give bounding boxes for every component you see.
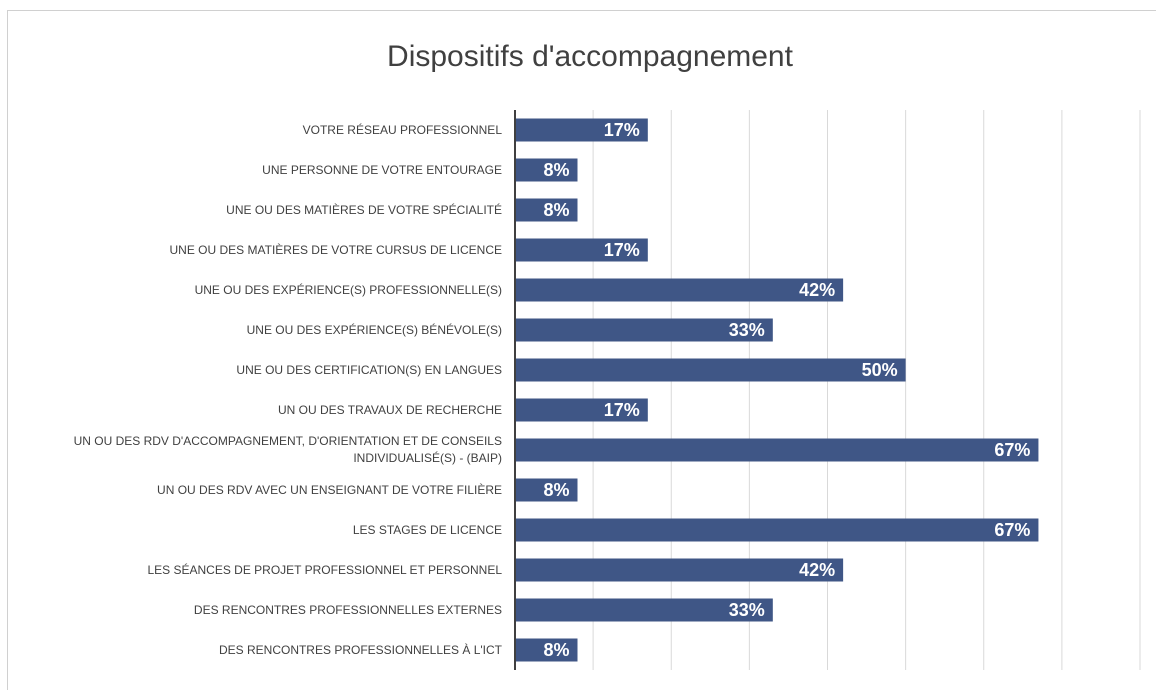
bar — [515, 358, 906, 382]
category-label: UNE PERSONNE DE VOTRE ENTOURAGE — [4, 150, 502, 190]
value-label: 17% — [604, 120, 640, 140]
category-text: UNE OU DES MATIÈRES DE VOTRE CURSUS DE L… — [169, 242, 503, 257]
bar — [515, 478, 578, 502]
value-label: 67% — [994, 520, 1030, 540]
category-text: LES SÉANCES DE PROJET PROFESSIONNEL ET P… — [147, 562, 502, 577]
bar — [515, 518, 1039, 542]
value-label: 17% — [604, 240, 640, 260]
category-text: VOTRE RÉSEAU PROFESSIONNEL — [302, 122, 502, 137]
category-label: UNE OU DES MATIÈRES DE VOTRE CURSUS DE L… — [4, 230, 503, 270]
bar — [515, 558, 844, 582]
category-text: UNE OU DES EXPÉRIENCE(S) PROFESSIONNELLE… — [194, 282, 502, 297]
category-text: DES RENCONTRES PROFESSIONNELLES À L'ICT — [218, 642, 502, 657]
category-label: UNE OU DES CERTIFICATION(S) EN LANGUES — [4, 350, 502, 390]
value-label: 8% — [543, 640, 569, 660]
category-text: UN OU DES RDV D'ACCOMPAGNEMENT, D'ORIENT… — [73, 434, 502, 465]
category-text: UNE OU DES MATIÈRES DE VOTRE SPÉCIALITÉ — [226, 202, 502, 217]
frame — [7, 10, 1156, 690]
category-label: DES RENCONTRES PROFESSIONNELLES EXTERNES — [4, 590, 502, 630]
category-text: LES STAGES DE LICENCE — [352, 522, 502, 537]
bar — [515, 398, 648, 422]
bar — [515, 158, 578, 182]
category-text: UN OU DES RDV AVEC UN ENSEIGNANT DE VOTR… — [157, 482, 502, 497]
bar — [515, 118, 648, 142]
value-label: 42% — [799, 560, 835, 580]
category-text: UNE OU DES CERTIFICATION(S) EN LANGUES — [236, 362, 502, 377]
bar — [515, 638, 578, 662]
category-label: DES RENCONTRES PROFESSIONNELLES À L'ICT — [4, 630, 502, 670]
category-label: UNE OU DES MATIÈRES DE VOTRE SPÉCIALITÉ — [4, 190, 502, 230]
category-text: DES RENCONTRES PROFESSIONNELLES EXTERNES — [193, 602, 502, 617]
category-label: LES SÉANCES DE PROJET PROFESSIONNEL ET P… — [4, 550, 502, 590]
category-label: UN OU DES RDV AVEC UN ENSEIGNANT DE VOTR… — [4, 470, 502, 510]
value-label: 42% — [799, 280, 835, 300]
value-label: 50% — [862, 360, 898, 380]
category-label: UNE OU DES EXPÉRIENCE(S) BÉNÉVOLE(S) — [4, 310, 502, 350]
category-text: UN OU DES TRAVAUX DE RECHERCHE — [277, 402, 502, 417]
bar — [515, 278, 844, 302]
category-label: UN OU DES TRAVAUX DE RECHERCHE — [4, 390, 502, 430]
value-label: 33% — [729, 320, 765, 340]
value-label: 67% — [994, 440, 1030, 460]
category-label: UNE OU DES EXPÉRIENCE(S) PROFESSIONNELLE… — [4, 270, 502, 310]
value-label: 33% — [729, 600, 765, 620]
category-text: UNE PERSONNE DE VOTRE ENTOURAGE — [262, 162, 502, 177]
bar — [515, 438, 1039, 462]
value-label: 17% — [604, 400, 640, 420]
chart-title: Dispositifs d'accompagnement — [387, 40, 794, 73]
bar — [515, 238, 648, 262]
bar — [515, 318, 773, 342]
category-text: UNE OU DES EXPÉRIENCE(S) BÉNÉVOLE(S) — [246, 322, 502, 337]
bar — [515, 598, 773, 622]
value-label: 8% — [543, 480, 569, 500]
category-label: VOTRE RÉSEAU PROFESSIONNEL — [4, 110, 502, 150]
bar — [515, 198, 578, 222]
category-label: LES STAGES DE LICENCE — [4, 510, 502, 550]
value-label: 8% — [543, 160, 569, 180]
category-label: UN OU DES RDV D'ACCOMPAGNEMENT, D'ORIENT… — [4, 430, 502, 470]
value-label: 8% — [543, 200, 569, 220]
